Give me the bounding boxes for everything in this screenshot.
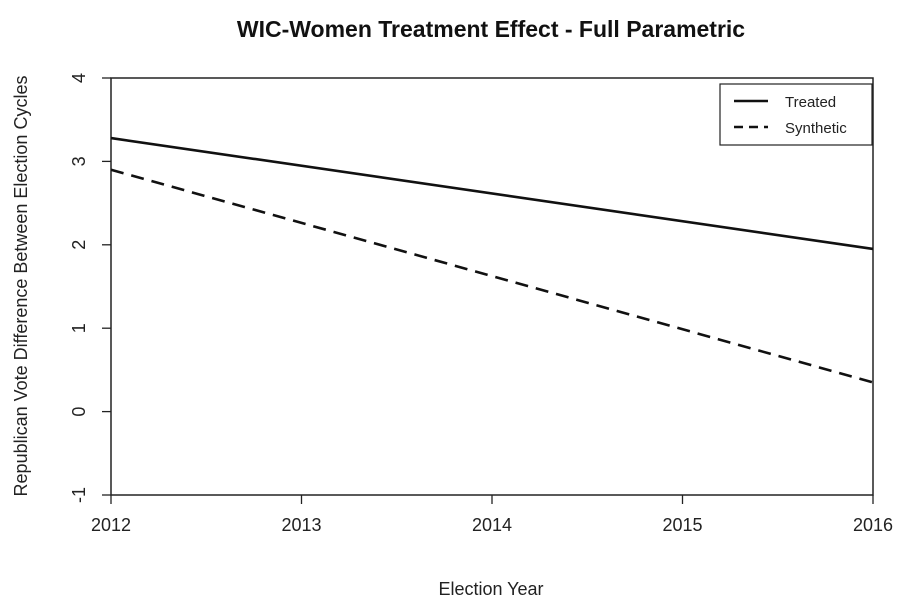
y-tick-label: 2 bbox=[69, 240, 89, 250]
y-tick-label: 1 bbox=[69, 323, 89, 333]
x-tick-label: 2014 bbox=[472, 515, 512, 535]
x-tick-label: 2015 bbox=[662, 515, 702, 535]
y-tick-label: -1 bbox=[69, 487, 89, 503]
legend-label-treated: Treated bbox=[785, 94, 836, 111]
series-line-synthetic bbox=[110, 168, 874, 384]
x-tick-label: 2016 bbox=[853, 515, 893, 535]
y-axis-label: Republican Vote Difference Between Elect… bbox=[11, 76, 31, 497]
series-line-treated bbox=[110, 136, 874, 251]
x-axis-label: Election Year bbox=[438, 579, 543, 599]
chart-title: WIC-Women Treatment Effect - Full Parame… bbox=[237, 16, 745, 42]
series-lines bbox=[110, 136, 874, 384]
x-axis: 2012 2013 2014 2015 2016 bbox=[91, 495, 893, 535]
x-tick-label: 2012 bbox=[91, 515, 131, 535]
y-tick-label: 4 bbox=[69, 73, 89, 83]
legend: Treated Synthetic bbox=[719, 83, 873, 146]
y-tick-label: 0 bbox=[69, 407, 89, 417]
x-tick-label: 2013 bbox=[281, 515, 321, 535]
legend-label-synthetic: Synthetic bbox=[785, 120, 847, 137]
legend-box bbox=[719, 83, 873, 146]
y-tick-label: 3 bbox=[69, 156, 89, 166]
y-axis: -1 0 1 2 3 4 bbox=[69, 73, 111, 503]
